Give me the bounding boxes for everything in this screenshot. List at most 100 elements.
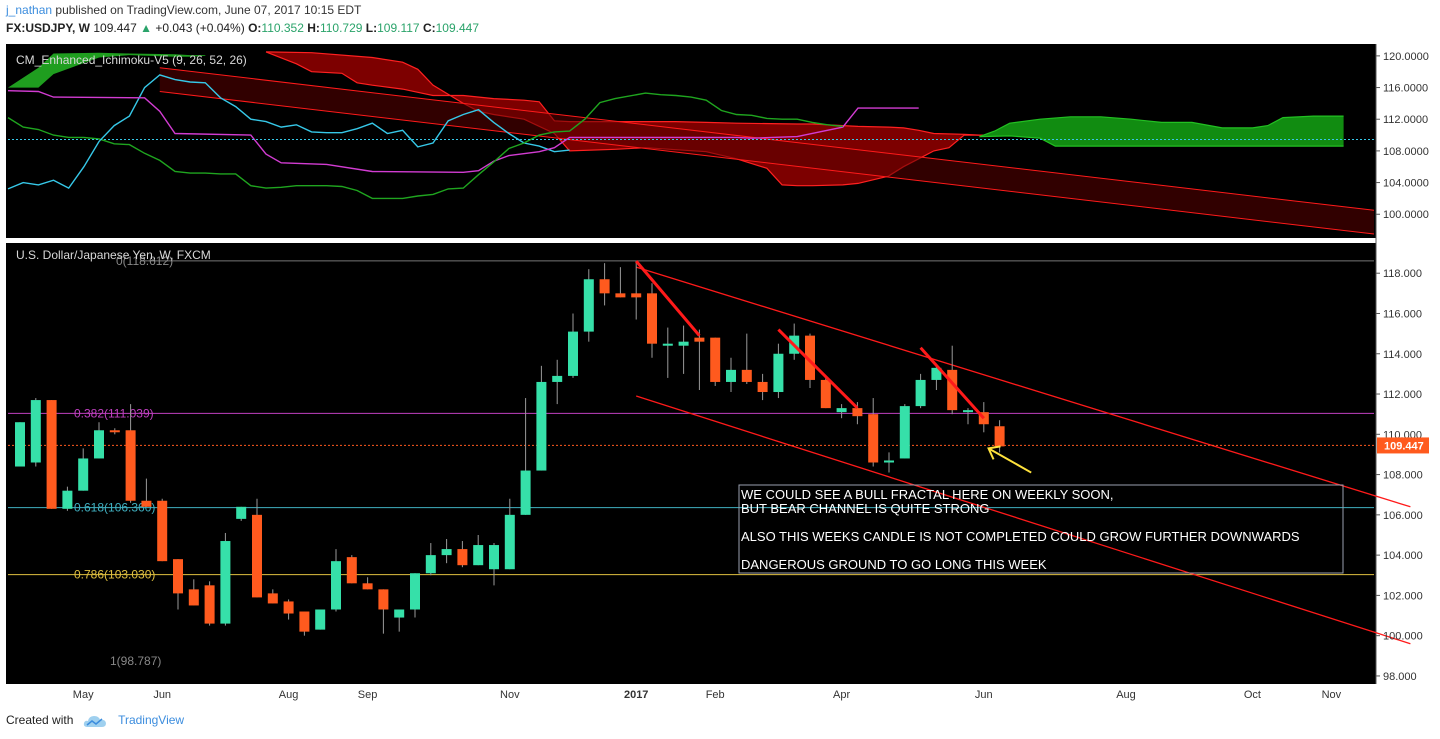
candle-body [583,279,594,332]
red-trendline-1 [777,328,859,410]
arrow-shaft [988,447,1032,474]
candle-body [504,514,515,570]
indicator-channel-upper [159,67,1375,211]
x-tick-label: Apr [833,689,850,701]
candle-body [757,381,768,393]
candle-body [536,381,547,471]
candle-body [331,561,341,610]
candle-body [915,379,926,407]
price-change: +0.043 (+0.04%) [155,21,245,35]
indicator-y-tick: 112.0000 [1383,114,1428,126]
candle-body [568,331,578,376]
annotation-line: DANGEROUS GROUND TO GO LONG THIS WEEK [741,557,1047,572]
candle-body [647,293,657,344]
candle-body [726,369,736,382]
annotation-line: WE COULD SEE A BULL FRACTAL HERE ON WEEK… [741,487,1114,502]
candle-body [315,609,326,630]
author-link[interactable]: j_nathan [6,3,53,17]
price-y-tick: 102.000 [1383,590,1423,602]
candle-body [836,408,847,413]
tradingview-brand-link[interactable]: TradingView [118,713,185,727]
candle-body [204,585,215,624]
x-tick-label: Oct [1244,689,1261,701]
candle-body [994,426,1005,447]
candle-body [15,422,25,467]
candle-body [773,353,784,393]
candle-body [378,589,389,610]
fib-label-0: 0(118.612) [116,254,173,268]
indicator-y-tick: 116.0000 [1383,83,1428,95]
publish-info: j_nathan published on TradingView.com, J… [6,3,361,17]
low-value: 109.117 [377,21,420,35]
candle-body [299,611,310,632]
low-label: L: [365,21,378,35]
last-price-badge [1377,437,1429,454]
red-trendline-0 [635,260,701,337]
candle-body [457,549,468,566]
bear-channel-lower [636,395,1411,645]
price-y-tick: 108.000 [1383,470,1423,482]
indicator-title: CM_Enhanced_Ichimoku-V5 (9, 26, 52, 26) [16,53,247,67]
candle-body [694,337,705,342]
candle-body [252,514,262,598]
candle-body [441,549,452,556]
tradingview-cloud-icon [83,715,106,727]
price-y-tick: 118.000 [1383,268,1422,280]
chart-area[interactable]: CM_Enhanced_Ichimoku-V5 (9, 26, 52, 26) … [0,40,1440,708]
ichimoku-conversion-line [7,74,570,190]
price-layer: 0(118.612) 0.382(111.039) 0.618(106.360) 0.… [8,248,1411,668]
candle-body [62,490,73,509]
candle-body [410,573,420,610]
candle-body [173,559,183,594]
candle-body [820,379,831,409]
candle-body [631,293,642,298]
candle-body [868,414,879,463]
bull-cloud-2 [979,116,1344,147]
candle-body [109,430,120,433]
candle-body [394,609,405,618]
candle-body [805,335,815,380]
open-value: 110.352 [261,21,304,35]
arrow-head-icon [987,445,1001,460]
ichimoku-base-line [7,90,919,174]
open-label: O: [248,21,262,35]
x-tick-label: Feb [706,689,725,701]
candle-body [662,343,673,346]
candle-body [346,557,357,584]
price-y-tick: 100.000 [1383,631,1423,643]
last-price: 109.447 [93,21,137,35]
high-label: H: [307,21,320,35]
x-tick-label: 2017 [624,689,648,701]
candle-body [473,545,484,566]
ichimoku-lagging-line [7,92,843,200]
indicator-channel-fill [159,67,1374,235]
price-title: U.S. Dollar/Japanese Yen, W, FXCM [16,248,211,262]
symbol-label: FX:USDJPY, W [6,21,91,35]
candle-body [599,279,610,294]
candle-body [78,458,89,491]
up-triangle-icon: ▲ [140,21,152,35]
x-tick-label: May [73,689,94,701]
candle-body [710,337,721,382]
bull-cloud [8,52,206,88]
x-tick-label: Aug [279,689,299,701]
candle-body [963,410,973,413]
candle-body [899,406,910,459]
published-text: published on TradingView.com, June 07, 2… [55,3,362,17]
close-label: C: [422,21,436,35]
axes-layer: 120.0000116.0000112.0000108.0000104.0000… [73,51,1429,701]
price-y-tick: 112.000 [1383,389,1422,401]
annotation-layer: WE COULD SEE A BULL FRACTAL HERE ON WEEK… [738,484,1344,574]
indicator-y-tick: 108.0000 [1383,146,1429,158]
candle-body [425,555,436,574]
candle-body [220,541,231,624]
candle-body [141,500,152,507]
x-tick-label: Nov [500,689,520,701]
price-y-tick: 106.000 [1383,510,1423,522]
price-pane[interactable] [6,243,1376,684]
created-with-label: Created with [6,713,74,727]
candle-body [520,470,531,515]
annotation-line: ALSO THIS WEEKS CANDLE IS NOT COMPLETED … [741,529,1300,544]
ichimoku-layer: CM_Enhanced_Ichimoku-V5 (9, 26, 52, 26) [7,51,1375,235]
candle-body [125,430,136,501]
